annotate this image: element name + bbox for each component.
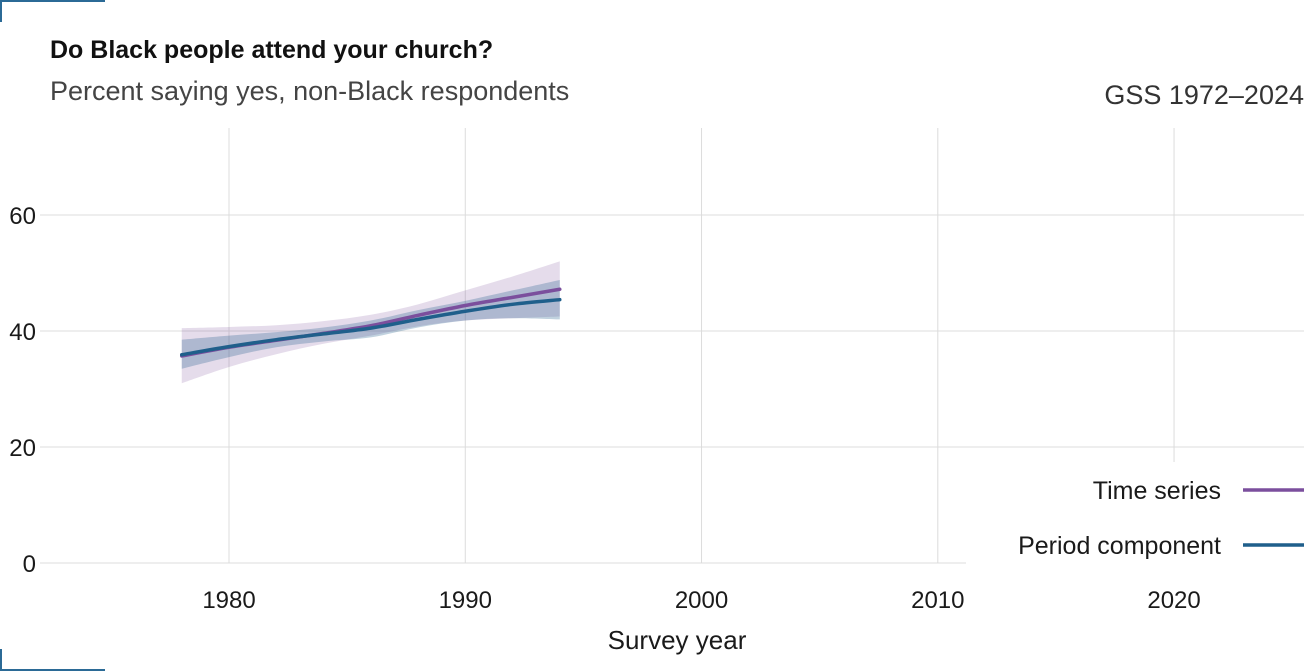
corner-mark-top bbox=[0, 0, 105, 3]
time-series-band bbox=[181, 261, 560, 384]
legend-background bbox=[966, 462, 1304, 574]
y-tick-label: 0 bbox=[23, 551, 36, 578]
corner-mark-bottom bbox=[0, 668, 105, 671]
legend-label-period-component: Period component bbox=[1018, 532, 1221, 560]
corner-mark-bottom-left bbox=[0, 649, 4, 671]
x-tick-label: 2010 bbox=[911, 587, 964, 614]
y-tick-label: 60 bbox=[9, 203, 36, 230]
period-component-line bbox=[180, 297, 562, 357]
chart-title: Do Black people attend your church? bbox=[50, 36, 494, 64]
x-tick-label: 2000 bbox=[675, 587, 728, 614]
chart-subtitle: Percent saying yes, non-Black respondent… bbox=[50, 76, 570, 106]
source-label: GSS 1972–2024 bbox=[1104, 80, 1304, 110]
x-tick-label: 2020 bbox=[1147, 587, 1200, 614]
x-tick-label: 1990 bbox=[439, 587, 492, 614]
corner-mark-top-left bbox=[0, 0, 4, 22]
x-axis-title: Survey year bbox=[608, 625, 747, 655]
y-tick-label: 40 bbox=[9, 319, 36, 346]
legend-label-time-series: Time series bbox=[1093, 477, 1221, 505]
x-tick-label: 1980 bbox=[202, 587, 255, 614]
y-tick-label: 20 bbox=[9, 435, 36, 462]
